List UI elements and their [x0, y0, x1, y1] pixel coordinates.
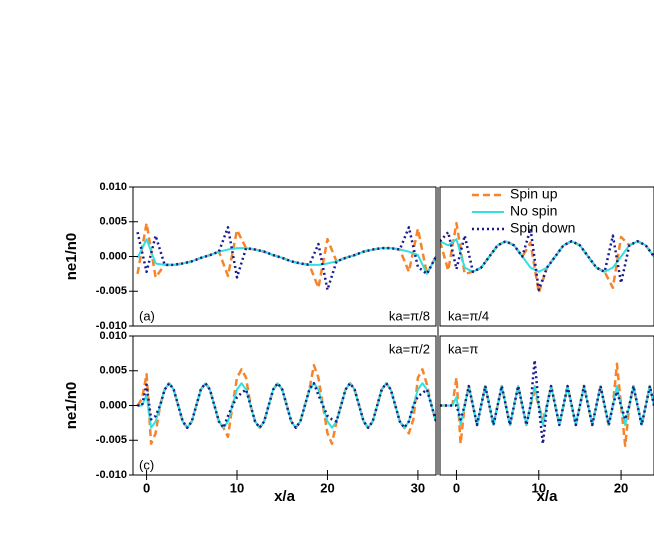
x-tick-label: 0 [453, 480, 460, 495]
y-tick-label: -0.005 [96, 285, 127, 297]
panel-frame [132, 186, 437, 327]
x-tick-label: 10 [532, 480, 546, 495]
panel-label: (a) [139, 308, 155, 323]
legend-label: Spin up [510, 186, 558, 202]
plot-area [136, 363, 436, 445]
x-tick-label: 0 [143, 480, 150, 495]
plot-area [136, 221, 436, 292]
y-axis-label: ne1/n0 [63, 233, 80, 281]
annotation: ka=π/2 [389, 341, 430, 356]
x-axis-label: x/a [274, 488, 296, 505]
y-tick-label: 0.010 [99, 330, 127, 342]
panel-label: (c) [139, 457, 154, 472]
series-line [440, 359, 654, 445]
legend-label: Spin down [510, 220, 575, 236]
x-tick-label: 20 [320, 480, 334, 495]
series-line [137, 382, 436, 429]
y-tick-label: -0.005 [96, 434, 127, 446]
x-axis-label: x/a [537, 488, 559, 505]
panel-frame [439, 186, 654, 327]
y-axis-label: ne1/n0 [63, 382, 80, 430]
x-tick-label: 10 [230, 480, 244, 495]
y-tick-label: 0.010 [99, 181, 127, 193]
x-tick-label: 20 [614, 480, 628, 495]
plot-area [440, 221, 654, 294]
x-tick-label: 30 [411, 480, 425, 495]
series-line [137, 382, 436, 429]
series-line [136, 238, 436, 275]
series-line [136, 226, 436, 292]
y-tick-label: 0.000 [99, 399, 127, 411]
y-tick-label: -0.010 [96, 320, 127, 332]
y-tick-label: -0.010 [96, 469, 127, 481]
y-tick-label: 0.005 [99, 365, 127, 377]
series-line [136, 221, 436, 290]
y-tick-label: 0.005 [99, 216, 127, 228]
plot-area [440, 359, 654, 448]
annotation: ka=π/8 [389, 308, 430, 323]
annotation: ka=π/4 [448, 308, 489, 323]
y-tick-label: 0.000 [99, 250, 127, 262]
panel-frame [439, 335, 654, 476]
annotation: ka=π [448, 341, 478, 356]
legend-label: No spin [510, 203, 557, 219]
